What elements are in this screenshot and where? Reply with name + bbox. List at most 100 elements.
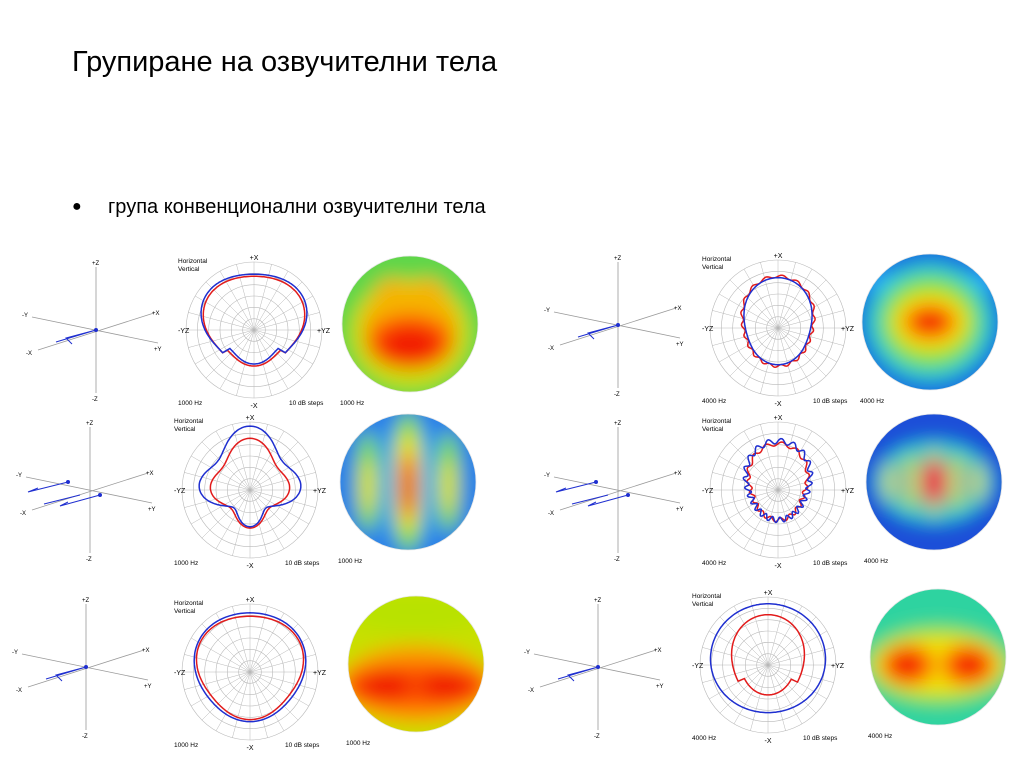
- x-pos-label: +X: [142, 648, 150, 654]
- polar-top-label: +X: [246, 415, 255, 422]
- balloon-heatmap: 4000 Hz: [862, 410, 1012, 568]
- polar-top-label: +X: [774, 253, 783, 260]
- legend-horizontal: Horizontal: [174, 600, 204, 607]
- speaker-dot: [616, 323, 620, 327]
- balloon-heatmap: 4000 Hz: [866, 585, 1016, 743]
- vertical-curve: [209, 437, 291, 529]
- balloon-outline: [865, 413, 1003, 551]
- polar-grid: [181, 603, 319, 741]
- y-axis-line: [553, 476, 681, 504]
- y-neg-label: -Y: [524, 650, 530, 656]
- horizontal-curve: [743, 276, 813, 366]
- polar-right-label: +YZ: [313, 488, 327, 495]
- polar-bottom-label: -X: [247, 745, 254, 752]
- frequency-label: 1000 Hz: [178, 400, 202, 407]
- z-neg-label: -Z: [614, 392, 620, 398]
- vertical-curve: [195, 615, 305, 721]
- axes3d-diagram: +Z -Z -Y +Y -X +X: [520, 592, 670, 742]
- polar-grid: [181, 421, 319, 559]
- polar-grid: [709, 259, 847, 397]
- y-neg-label: -Y: [544, 308, 550, 314]
- x-neg-label: -X: [16, 688, 22, 694]
- speaker-vector: [55, 329, 97, 345]
- polar-right-label: +YZ: [841, 488, 855, 495]
- polar-bottom-label: -X: [251, 403, 258, 410]
- z-pos-label: +Z: [86, 421, 94, 427]
- x-neg-label: -X: [20, 511, 26, 517]
- axes3d-diagram: +Z -Z -Y +Y -X +X: [18, 255, 168, 405]
- axes3d-diagram: +Z -Z -Y +Y -X +X: [540, 250, 690, 400]
- y-pos-label: +Y: [676, 507, 684, 513]
- axes3d-diagram: +Z -Z -Y +Y -X +X: [8, 592, 158, 742]
- vertical-curve: [730, 613, 806, 696]
- legend-horizontal: Horizontal: [702, 418, 732, 425]
- frequency-label: 1000 Hz: [174, 742, 198, 749]
- polar-left-label: -YZ: [692, 663, 704, 670]
- x-axis-line: [31, 472, 149, 511]
- speaker-vector: [577, 324, 619, 340]
- balloon-frequency-label: 4000 Hz: [864, 558, 888, 565]
- bullet-item: ● група конвенционални озвучителни тела: [72, 196, 486, 219]
- legend-horizontal: Horizontal: [692, 593, 722, 600]
- polar-plot: Horizontal Vertical +X -X -YZ +YZ 4000 Hz 10 dB…: [690, 585, 850, 745]
- z-neg-label: -Z: [614, 557, 620, 563]
- polar-plot: Horizontal Vertical +X -X -YZ +YZ 1000 Hz 10 dB…: [172, 410, 332, 570]
- polar-top-label: +X: [774, 415, 783, 422]
- speaker-dot: [596, 665, 600, 669]
- speaker-1-dot: [66, 480, 70, 484]
- x-neg-label: -X: [26, 351, 32, 357]
- z-pos-label: +Z: [82, 598, 90, 604]
- horizontal-curve: [193, 612, 307, 723]
- steps-label: 10 dB steps: [813, 560, 848, 567]
- steps-label: 10 dB steps: [285, 560, 320, 567]
- y-pos-label: +Y: [148, 507, 156, 513]
- balloon-heatmap: 1000 Hz: [336, 410, 486, 568]
- balloon-frequency-label: 1000 Hz: [338, 558, 362, 565]
- polar-bottom-label: -X: [775, 401, 782, 408]
- polar-right-label: +YZ: [317, 328, 331, 335]
- bullet-text: група конвенционални озвучителни тела: [108, 196, 486, 218]
- horizontal-curve: [200, 273, 308, 365]
- balloon-outline: [341, 255, 479, 393]
- frequency-label: 1000 Hz: [174, 560, 198, 567]
- speaker-1-vector: [555, 481, 609, 505]
- bullet-dot-icon: ●: [72, 198, 82, 215]
- speaker-vector: [557, 666, 599, 682]
- polar-plot: Horizontal Vertical +X -X -YZ +YZ 1000 Hz 10 dB…: [176, 250, 336, 410]
- polar-left-label: -YZ: [174, 488, 186, 495]
- speaker-vector: [45, 666, 87, 682]
- z-pos-label: +Z: [594, 598, 602, 604]
- legend-vertical: Vertical: [702, 264, 724, 271]
- legend-vertical: Vertical: [702, 426, 724, 433]
- z-neg-label: -Z: [86, 557, 92, 563]
- y-neg-label: -Y: [544, 473, 550, 479]
- polar-grid: [699, 596, 837, 734]
- steps-label: 10 dB steps: [289, 400, 324, 407]
- speaker-dot: [84, 665, 88, 669]
- horizontal-curve: [198, 425, 302, 528]
- speaker-1-dot: [594, 480, 598, 484]
- horizontal-curve: [742, 437, 814, 524]
- y-pos-label: +Y: [144, 684, 152, 690]
- y-pos-label: +Y: [656, 684, 664, 690]
- vertical-curve: [202, 275, 306, 367]
- horizontal-curve: [709, 603, 827, 714]
- legend-vertical: Vertical: [692, 601, 714, 608]
- balloon-outline: [339, 413, 477, 551]
- polar-top-label: +X: [250, 255, 259, 262]
- steps-label: 10 dB steps: [813, 398, 848, 405]
- legend-horizontal: Horizontal: [174, 418, 204, 425]
- polar-grid: [709, 421, 847, 559]
- slide-title: Групиране на озвучителни тела: [72, 46, 498, 78]
- x-pos-label: +X: [674, 471, 682, 477]
- frequency-label: 4000 Hz: [692, 735, 716, 742]
- balloon-heatmap: 4000 Hz: [858, 250, 1008, 408]
- polar-bottom-label: -X: [765, 738, 772, 745]
- balloon-frequency-label: 4000 Hz: [860, 398, 884, 405]
- speaker-2-vector: [587, 494, 629, 507]
- balloon-outline: [861, 253, 999, 391]
- speaker-dot: [94, 328, 98, 332]
- balloon-heatmap: 1000 Hz: [338, 252, 488, 410]
- x-neg-label: -X: [548, 511, 554, 517]
- y-neg-label: -Y: [22, 313, 28, 319]
